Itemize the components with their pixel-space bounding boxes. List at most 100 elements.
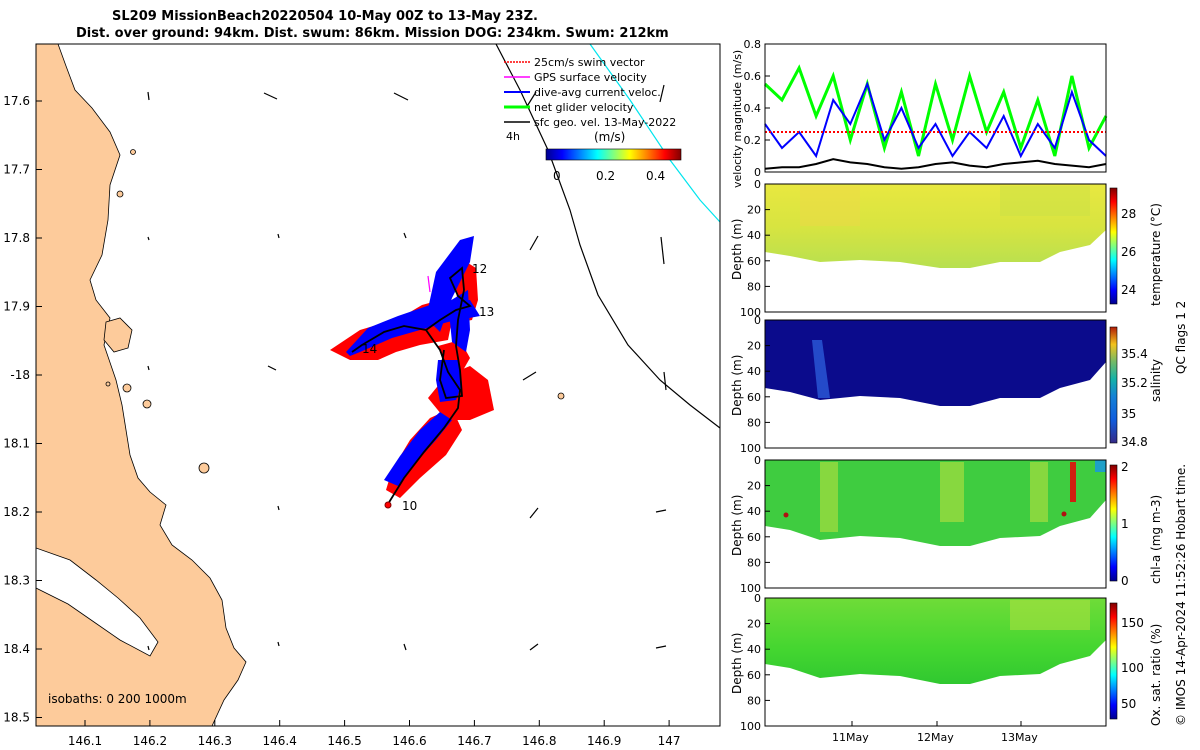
date-tick: 12May [917,731,954,744]
coastline-land [36,44,247,726]
cbar-tick: 0 [1121,574,1129,588]
scale-arrow-label: 4h [506,130,520,143]
temperature-panel: 24 26 28 temperature (°C) [764,183,1163,313]
map-y-tick-label: 18.2 [3,505,30,519]
map-y-tick-label: 17.6 [3,94,30,108]
chla-panel: 0 1 2 chl-a (mg m-3) [764,459,1163,589]
map-y-tick-label: 18.4 [3,642,30,656]
velocity-ylabel: velocity magnitude (m/s) [731,50,744,188]
colorbar-tick: 0.2 [596,169,615,183]
velocity-y-tick-label: 0.6 [744,70,762,83]
cbar-tick: 50 [1121,697,1136,711]
velocity-series-group [763,64,1108,170]
map-x-tick-label: 146.4 [263,734,297,748]
chla-cbar-label: chl-a (mg m-3) [1149,495,1163,584]
island-small [130,149,136,155]
map-x-tick-label: 146.2 [133,734,167,748]
depth-tick-label: 20 [747,204,761,217]
depth-tick-label: 0 [754,592,761,605]
map-y-tick-label: -18 [10,368,30,382]
temperature-frame [764,183,1107,313]
island-small [142,399,152,409]
island-small [122,383,132,393]
cbar-tick: 35 [1121,407,1136,421]
date-tick: 11May [832,731,869,744]
map-x-tick-label: 146.3 [198,734,232,748]
depth-tick-label: 100 [740,442,761,455]
depth-tick-label: 80 [747,694,761,707]
legend-item-gps: GPS surface velocity [534,71,647,84]
velocity-y-tick-label: 0.4 [744,102,762,115]
map-x-tick-label: 146.7 [457,734,491,748]
depth-tick-label: 0 [754,178,761,191]
salinity-frame [764,319,1107,449]
cbar-tick: 35.2 [1121,376,1148,390]
qc-flags-note: QC flags 1 2 [1174,301,1188,374]
cbar-tick: 150 [1121,616,1144,630]
legend-item-swim: 25cm/s swim vector [534,56,645,69]
velocity-y-axis: 0 0.2 0.4 0.6 0.8 [744,38,770,179]
depth-axis-label: Depth (m) [730,219,744,280]
glider-track [351,266,472,505]
depth-tick-label: 80 [747,556,761,569]
speed-colorbar [545,148,682,161]
oxygen-colorbar [1109,602,1118,720]
depth-tick-label: 100 [740,720,761,733]
depth-tick-label: 0 [754,314,761,327]
velocity-series-line [764,158,1107,170]
island-small [116,190,124,198]
track-start-marker [384,501,392,509]
map-x-tick-label: 146.8 [522,734,556,748]
map-y-tick-label: 17.9 [3,300,30,314]
depth-tick-label: 60 [747,391,761,404]
depth-tick-label: 0 [754,454,761,467]
depth-tick-label: 80 [747,416,761,429]
reef-island [557,392,565,400]
depth-axis-label: Depth (m) [730,355,744,416]
cbar-tick: 1 [1121,517,1129,531]
velocity-series-line [763,64,1108,157]
track-label: 10 [402,499,417,513]
depth-tick-label: 60 [747,669,761,682]
isobaths-label: isobaths: 0 200 1000m [48,692,187,706]
colorbar-tick: 0 [553,169,561,183]
velocity-series-line [764,81,1107,159]
temperature-colorbar [1109,187,1118,305]
cbar-tick: 100 [1121,661,1144,675]
depth-tick-label: 20 [747,480,761,493]
depth-axis-label: Depth (m) [730,633,744,694]
cbar-tick: 34.8 [1121,435,1148,449]
velocity-y-tick-label: 0.8 [744,38,762,51]
map-y-tick-label: 18.5 [3,711,30,725]
oxygen-panel: 50 100 150 Ox. sat. ratio (%) [764,597,1163,727]
depth-tick-label: 100 [740,306,761,319]
bay-water [36,547,159,657]
depth-tick-label: 20 [747,340,761,353]
map-x-tick-label: 146.1 [68,734,102,748]
map-x-tick-label: 146.6 [392,734,426,748]
gps-surface-velocity-arrow [427,275,431,293]
map-y-axis: 17.6 17.7 17.8 17.9 -18 18.1 18.2 18.3 18.4 18.5 [3,94,42,725]
salinity-cbar-label: salinity [1149,359,1163,402]
date-tick: 13May [1001,731,1038,744]
depth-tick-label: 60 [747,531,761,544]
copyright-note: © IMOS 14-Apr-2024 11:52:26 Hobart time. [1174,464,1188,726]
legend-item-net: net glider velocity [534,101,634,114]
island-small [105,381,111,387]
depth-tick-label: 20 [747,618,761,631]
track-label: 14 [362,342,377,356]
depth-tick-label: 40 [747,643,761,656]
map-x-axis: 146.1 146.2 146.3 146.4 146.5 146.6 146.7 146.8… [68,720,681,748]
map-legend: 25cm/s swim vector GPS surface velocity … [504,56,682,183]
depth-axes: 0 20 40 60 80 100 Depth (m) 0 20 40 60 80 100 Depth (… [730,178,770,733]
chla-frame [764,459,1107,589]
salinity-field [765,320,1106,406]
legend-item-sfc-geo: sfc geo. vel. 13-May-2022 [534,116,676,129]
depth-axis-label: Depth (m) [730,495,744,556]
map-x-tick-label: 146.9 [587,734,621,748]
map-panel: 12 13 14 10 25cm/s swim vector GPS surfa… [3,43,721,748]
map-y-tick-label: 17.7 [3,163,30,177]
isobath-200m [495,44,720,429]
oxygen-cbar-label: Ox. sat. ratio (%) [1149,624,1163,726]
map-y-tick-label: 18.3 [3,574,30,588]
